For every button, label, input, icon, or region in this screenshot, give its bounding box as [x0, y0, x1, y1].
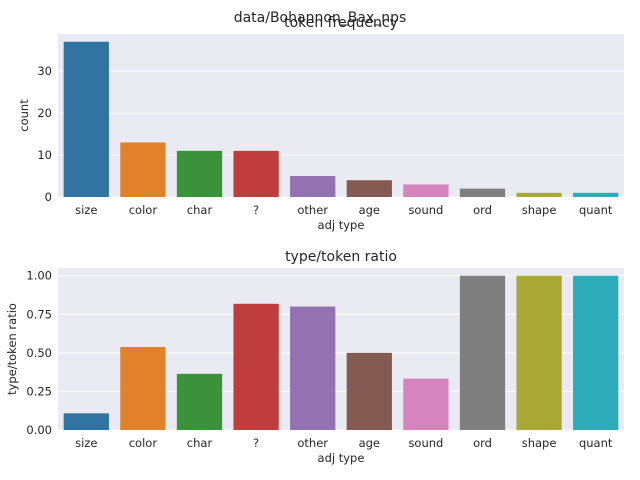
type-token-ratio-title: type/token ratio	[285, 249, 397, 265]
type-token-ratio-x-tick-label: quant	[579, 436, 613, 450]
type-token-ratio-x-tick-label: ord	[473, 436, 492, 450]
type-token-ratio-x-tick-label: age	[359, 436, 380, 450]
token-frequency-x-tick-label: char	[187, 203, 213, 217]
type-token-ratio-bar-ord	[459, 275, 506, 430]
type-token-ratio-y-ticks: 0.00 0.25 0.50 0.75 1.00	[26, 269, 52, 437]
token-frequency-x-tick-label: size	[75, 203, 97, 217]
token-frequency-bar-other	[290, 176, 336, 197]
token-frequency-bar-shape	[516, 192, 562, 197]
token-frequency-x-tick-label: quant	[579, 203, 613, 217]
type-token-ratio-y-tick-label: 0.75	[26, 307, 52, 321]
type-token-ratio-bar-unknown	[233, 303, 279, 430]
token-frequency-y-tick-label: 30	[37, 64, 52, 78]
type-token-ratio-y-tick-label: 1.00	[26, 269, 52, 283]
type-token-ratio-x-ticks: size color char? other age sound ord shape quant	[75, 436, 613, 450]
token-frequency-x-tick-label: ?	[253, 203, 259, 217]
type-token-ratio-x-tick-label: other	[297, 436, 328, 450]
type-token-ratio-x-tick-label: sound	[408, 436, 443, 450]
type-token-ratio-x-tick-label: size	[75, 436, 97, 450]
token-frequency-bar-age	[346, 180, 392, 197]
token-frequency-bar-ord	[459, 188, 506, 197]
token-frequency-x-tick-label: age	[359, 203, 380, 217]
token-frequency-bar-size	[63, 41, 109, 198]
token-frequency-bar-char	[176, 150, 223, 197]
type-token-ratio-x-tick-label: ?	[253, 436, 259, 450]
type-token-ratio-x-label: adj type	[318, 451, 365, 465]
token-frequency-y-tick-label: 20	[37, 106, 52, 120]
token-frequency-title: token frequency	[284, 15, 398, 31]
token-frequency-panel: size color char? other age sound ord shape quant…	[17, 15, 624, 232]
token-frequency-bars	[63, 41, 619, 198]
token-frequency-y-ticks: 0 10 20 30	[37, 64, 52, 204]
figure-suptitle: data/Bohannon_Bax_nps	[234, 10, 407, 26]
type-token-ratio-y-tick-label: 0.00	[26, 423, 52, 437]
type-token-ratio-x-tick-label: shape	[522, 436, 557, 450]
token-frequency-x-ticks: size color char? other age sound ord shape quant	[75, 203, 613, 217]
type-token-ratio-y-tick-label: 0.25	[26, 384, 52, 398]
type-token-ratio-bars	[63, 275, 619, 430]
token-frequency-bar-color	[120, 142, 166, 197]
type-token-ratio-bar-other	[290, 306, 336, 430]
token-frequency-x-tick-label: color	[129, 203, 158, 217]
type-token-ratio-bar-age	[346, 352, 392, 430]
token-frequency-x-tick-label: shape	[522, 203, 557, 217]
token-frequency-y-tick-label: 10	[37, 148, 52, 162]
token-frequency-x-tick-label: sound	[408, 203, 443, 217]
type-token-ratio-bar-quant	[573, 275, 619, 430]
type-token-ratio-y-tick-label: 0.50	[26, 346, 52, 360]
token-frequency-bar-unknown	[233, 150, 279, 197]
token-frequency-y-tick-label: 0	[45, 190, 52, 204]
type-token-ratio-bar-size	[63, 413, 109, 430]
type-token-ratio-x-tick-label: char	[187, 436, 213, 450]
type-token-ratio-bar-char	[176, 373, 223, 430]
type-token-ratio-bar-color	[120, 346, 166, 430]
type-token-ratio-panel: size color char? other age sound ord shape quant…	[5, 249, 624, 465]
type-token-ratio-bar-sound	[403, 378, 449, 430]
type-token-ratio-x-tick-label: color	[129, 436, 158, 450]
token-frequency-x-label: adj type	[318, 218, 365, 232]
token-frequency-y-label: count	[17, 99, 31, 132]
token-frequency-x-tick-label: ord	[473, 203, 492, 217]
type-token-ratio-bar-shape	[516, 275, 562, 430]
type-token-ratio-y-label: type/token ratio	[5, 303, 19, 395]
token-frequency-bar-sound	[403, 184, 449, 197]
token-frequency-x-tick-label: other	[297, 203, 328, 217]
token-frequency-bar-quant	[573, 192, 619, 197]
